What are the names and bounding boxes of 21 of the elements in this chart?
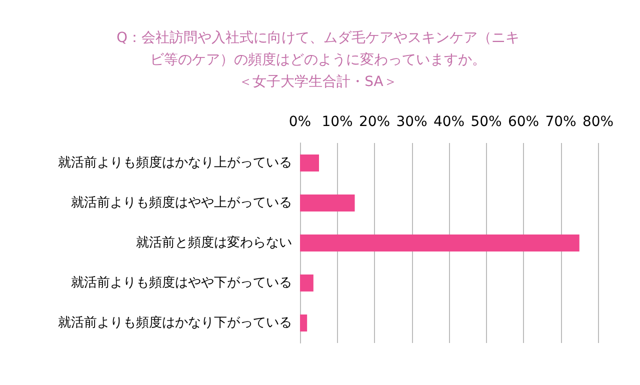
- x-tick-label: 40%: [433, 114, 465, 130]
- bar: [300, 154, 319, 172]
- x-tick-label: 30%: [396, 114, 428, 130]
- x-tick-label: 50%: [470, 114, 502, 130]
- x-tick-label: 70%: [545, 114, 576, 130]
- bar: [300, 234, 580, 252]
- y-tick-label: 就活前よりも頻度はかなり上がっている: [58, 154, 292, 170]
- x-tick-label: 10%: [322, 114, 353, 130]
- y-tick-label: 就活前よりも頻度はやや上がっている: [71, 194, 292, 210]
- bar: [300, 194, 355, 212]
- x-tick-label: 0%: [288, 114, 312, 130]
- x-tick-label: 80%: [582, 114, 614, 130]
- y-tick-label: 就活前よりも頻度はやや下がっている: [71, 274, 292, 290]
- y-tick-label: 就活前と頻度は変わらない: [136, 234, 292, 250]
- bar: [300, 274, 314, 292]
- bar: [300, 314, 308, 332]
- y-tick-label: 就活前よりも頻度はかなり下がっている: [58, 314, 292, 330]
- x-tick-label: 60%: [508, 114, 540, 130]
- x-tick-label: 20%: [358, 114, 390, 130]
- chart-title: Q：会社訪問や入社式に向けて、ムダ毛ケアやスキンケア（ニキビ等のケア）の頻度はどのように変わっていますか。: [116, 30, 520, 68]
- chart-subtitle: ＜女子大学生合計・SA＞: [238, 74, 398, 90]
